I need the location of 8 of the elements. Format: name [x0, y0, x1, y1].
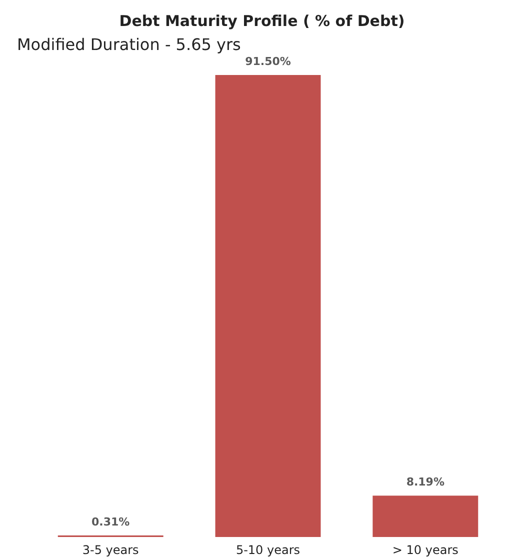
x-tick-label: 3-5 years [82, 543, 139, 557]
x-tick-label: 5-10 years [236, 543, 300, 557]
chart-title: Debt Maturity Profile ( % of Debt) [119, 12, 405, 30]
text: Modified Duration - 5.65 yrs [17, 35, 241, 54]
x-tick-label: > 10 years [392, 543, 458, 557]
data-label: 8.19% [406, 476, 444, 489]
data-label: 0.31% [92, 515, 130, 528]
data-label: 91.50% [245, 55, 291, 68]
